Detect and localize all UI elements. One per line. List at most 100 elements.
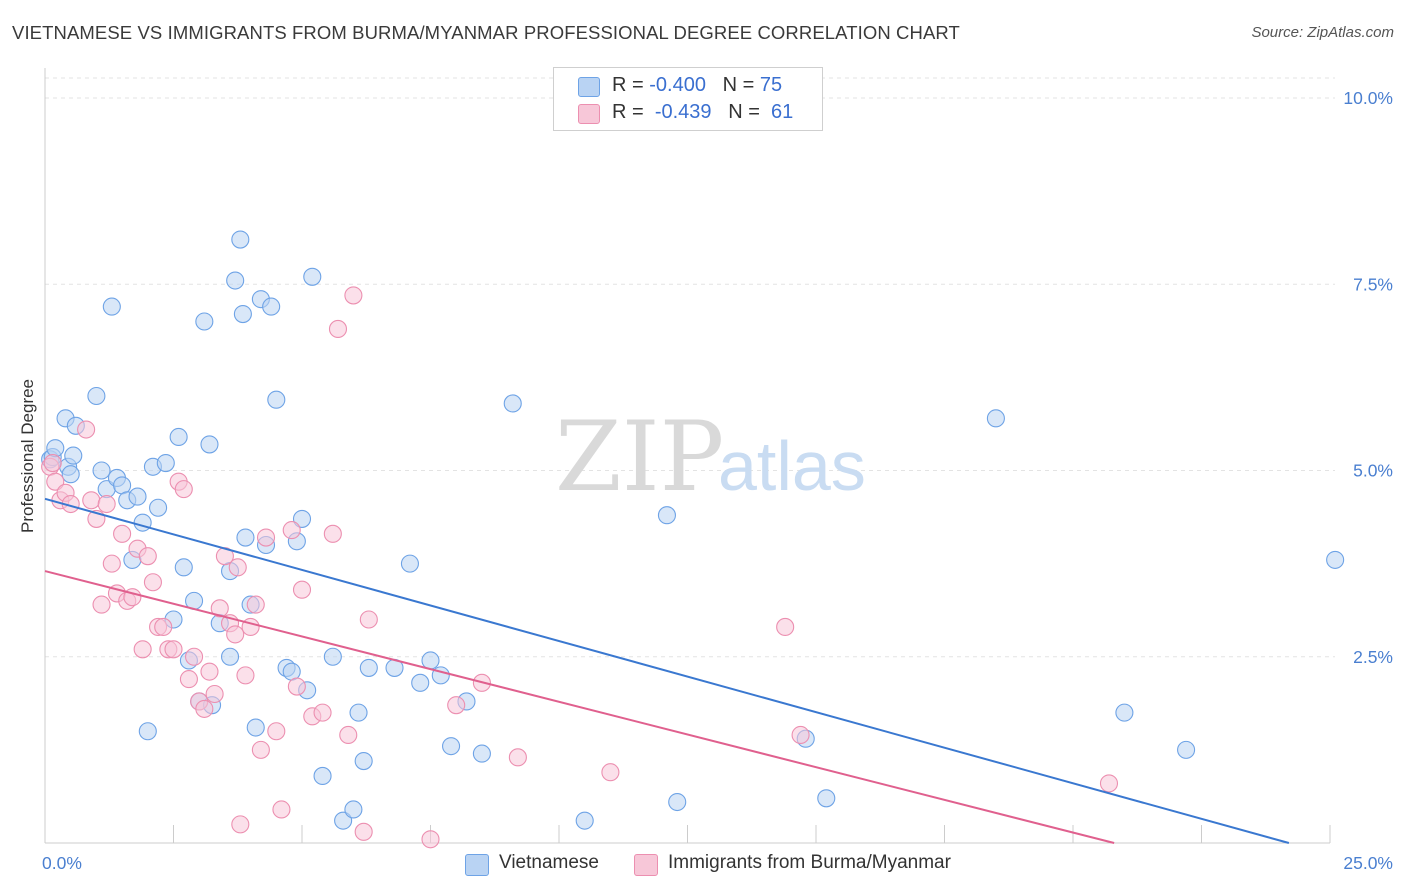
stats-legend: R = -0.400 N = 75 R = -0.439 N = 61 bbox=[553, 67, 823, 131]
point-s1-7 bbox=[82, 491, 101, 510]
r-label: R = bbox=[612, 74, 650, 96]
point-s0-71 bbox=[1115, 703, 1134, 722]
point-s0-42 bbox=[267, 390, 286, 409]
legend-swatch-burma bbox=[634, 854, 658, 876]
point-s1-51 bbox=[328, 319, 348, 339]
point-s0-57 bbox=[400, 554, 419, 573]
point-s1-2 bbox=[46, 472, 65, 491]
point-s0-22 bbox=[169, 427, 188, 447]
point-s0-65 bbox=[575, 811, 594, 830]
watermark: ZIP atlas bbox=[555, 401, 866, 513]
point-s1-52 bbox=[339, 725, 358, 745]
grid-lines bbox=[45, 77, 1335, 658]
stats-text-burma: R = -0.439 N = 61 bbox=[612, 101, 793, 124]
point-s1-41 bbox=[251, 740, 270, 759]
point-s0-58 bbox=[411, 673, 430, 692]
y-tick-label-2: 7.5% bbox=[1353, 274, 1393, 294]
point-s0-61 bbox=[442, 737, 461, 756]
point-s1-17 bbox=[133, 640, 152, 659]
point-s0-48 bbox=[303, 267, 322, 286]
point-s0-73 bbox=[1326, 550, 1345, 569]
point-s0-64 bbox=[503, 394, 522, 413]
source-label: Source: ZipAtlas.com bbox=[1251, 24, 1394, 41]
point-s1-62 bbox=[791, 725, 810, 745]
point-s1-47 bbox=[292, 580, 312, 599]
point-s1-6 bbox=[77, 420, 96, 439]
watermark-atlas: atlas bbox=[718, 427, 866, 505]
trend-line-1 bbox=[44, 570, 1115, 844]
legend-label-burma: Immigrants from Burma/Myanmar bbox=[668, 852, 951, 873]
point-s0-33 bbox=[226, 271, 245, 290]
trend-line-0 bbox=[44, 497, 1290, 844]
point-s0-49 bbox=[313, 766, 332, 786]
point-s1-31 bbox=[205, 684, 224, 704]
point-s0-6 bbox=[64, 446, 83, 465]
y-tick-label-3: 10.0% bbox=[1343, 88, 1393, 108]
point-s0-31 bbox=[220, 647, 240, 666]
swatch-vietnamese bbox=[578, 77, 600, 97]
point-s1-27 bbox=[185, 647, 204, 666]
swatch-burma bbox=[578, 104, 600, 124]
point-s1-53 bbox=[344, 286, 363, 305]
point-s1-9 bbox=[92, 595, 111, 614]
point-s0-74 bbox=[138, 722, 157, 741]
x-tick-label-0: 0.0% bbox=[42, 853, 82, 873]
point-s1-29 bbox=[195, 699, 214, 718]
point-s1-21 bbox=[154, 617, 173, 637]
point-s0-27 bbox=[195, 312, 214, 331]
point-s0-59 bbox=[421, 651, 440, 670]
legend-swatch-vietnamese bbox=[465, 854, 489, 876]
point-s1-13 bbox=[113, 524, 132, 543]
point-s1-63 bbox=[1099, 774, 1119, 793]
point-s0-17 bbox=[133, 513, 152, 532]
point-s1-59 bbox=[508, 748, 527, 767]
point-s1-25 bbox=[174, 480, 193, 499]
point-s0-41 bbox=[262, 297, 281, 316]
point-s1-23 bbox=[164, 640, 183, 659]
point-s0-52 bbox=[344, 800, 363, 819]
point-s1-43 bbox=[267, 722, 286, 741]
point-s1-50 bbox=[323, 524, 342, 543]
point-s0-35 bbox=[233, 304, 252, 324]
r-label: R = bbox=[612, 101, 650, 123]
point-s1-46 bbox=[287, 677, 306, 696]
point-s1-11 bbox=[102, 554, 121, 573]
point-s1-10 bbox=[97, 494, 116, 514]
point-s1-42 bbox=[256, 528, 276, 547]
point-s0-36 bbox=[236, 528, 255, 547]
point-s0-11 bbox=[102, 297, 121, 316]
point-s0-20 bbox=[156, 453, 175, 473]
chart-title: VIETNAMESE VS IMMIGRANTS FROM BURMA/MYAN… bbox=[12, 22, 960, 43]
point-s0-69 bbox=[817, 789, 836, 808]
point-s0-55 bbox=[359, 658, 378, 677]
point-s1-1 bbox=[43, 453, 62, 473]
point-s0-34 bbox=[231, 230, 250, 249]
point-s1-45 bbox=[282, 521, 301, 540]
point-s1-35 bbox=[226, 625, 245, 644]
point-s1-49 bbox=[313, 703, 332, 722]
n-value-vietnamese: 75 bbox=[759, 74, 783, 96]
point-s1-56 bbox=[421, 830, 440, 849]
data-points bbox=[41, 230, 1345, 849]
point-s0-8 bbox=[87, 386, 106, 406]
point-s1-38 bbox=[236, 666, 255, 685]
point-s0-53 bbox=[349, 703, 368, 722]
point-s1-44 bbox=[272, 800, 291, 819]
n-label: N = bbox=[722, 74, 760, 96]
point-s0-54 bbox=[354, 751, 373, 771]
point-s1-30 bbox=[200, 662, 219, 681]
point-s0-5 bbox=[61, 465, 80, 484]
r-value-vietnamese: -0.400 bbox=[649, 74, 706, 96]
point-s1-57 bbox=[447, 696, 466, 715]
point-s1-40 bbox=[246, 595, 265, 614]
point-s0-16 bbox=[128, 487, 147, 506]
watermark-zip: ZIP bbox=[555, 401, 724, 513]
point-s0-23 bbox=[174, 558, 193, 577]
point-s0-50 bbox=[323, 647, 342, 666]
point-s0-19 bbox=[149, 498, 168, 517]
point-s0-46 bbox=[292, 509, 312, 528]
point-s1-19 bbox=[143, 573, 162, 592]
n-value-burma: 61 bbox=[771, 101, 794, 123]
point-s1-54 bbox=[354, 822, 373, 841]
